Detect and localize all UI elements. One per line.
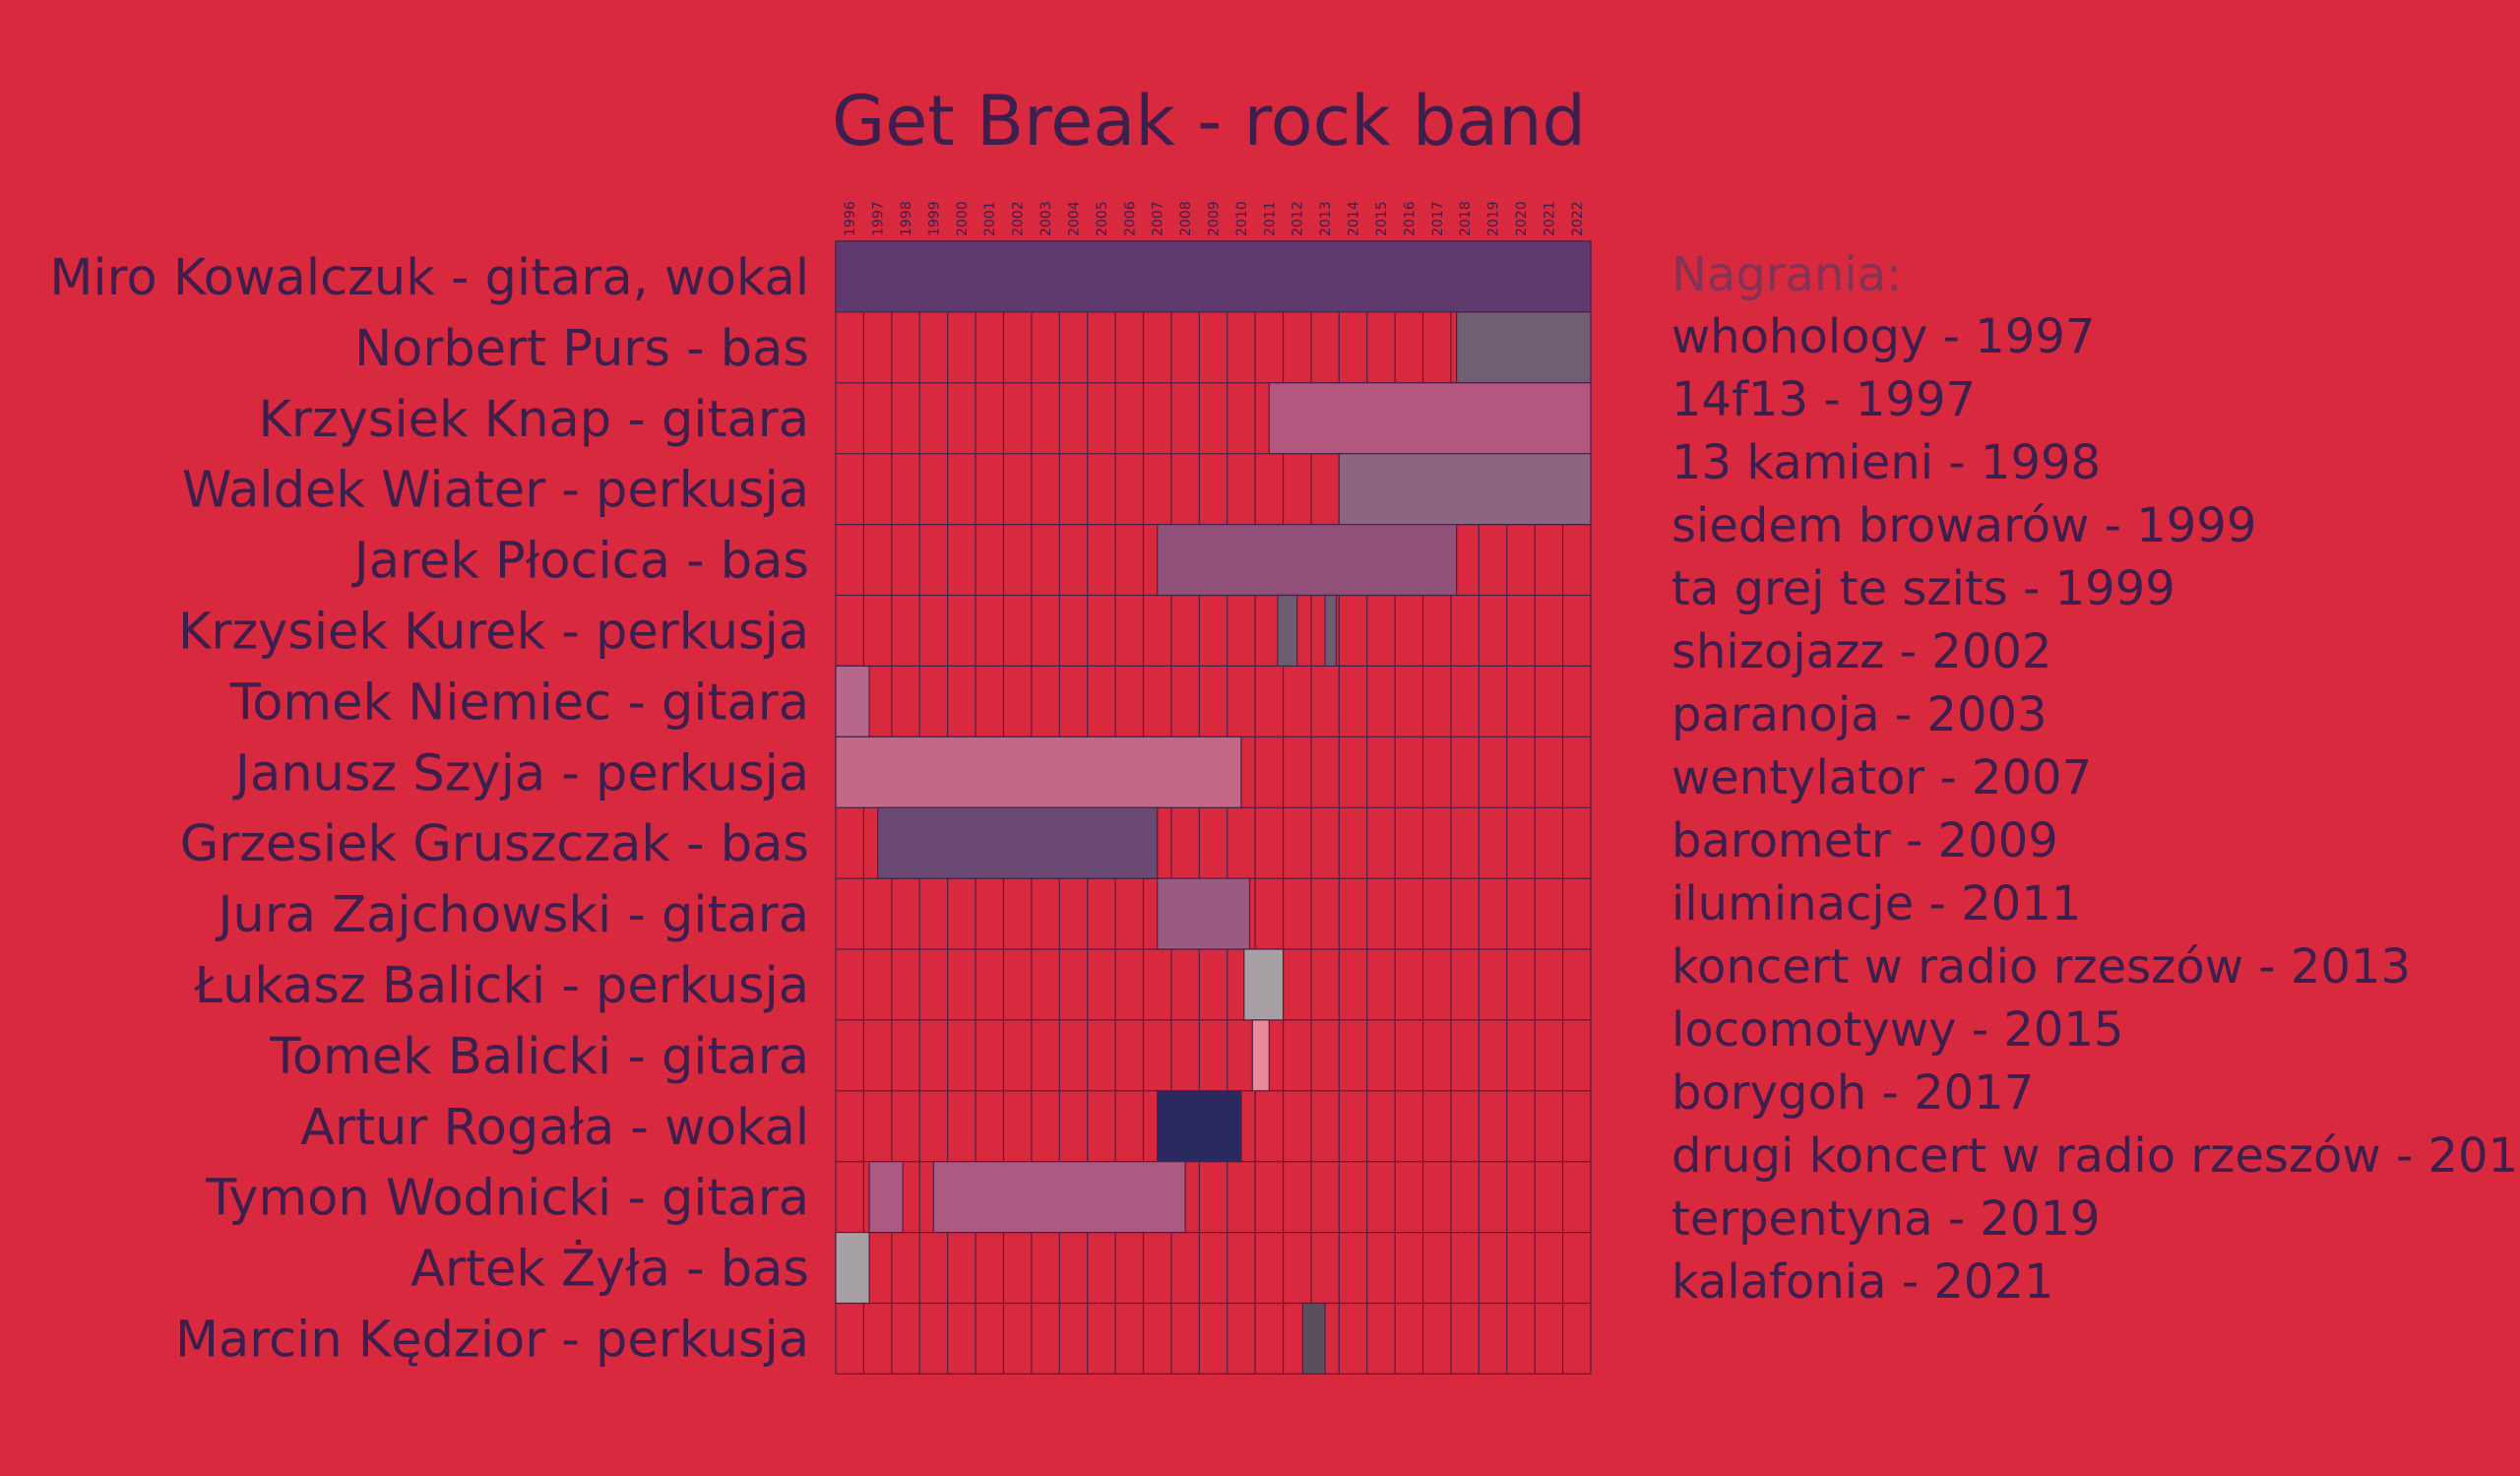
member-label: Marcin Kędzior - perkusja	[175, 1311, 809, 1369]
member-label: Tymon Wodnicki - gitara	[205, 1170, 809, 1228]
recording-item: drugi koncert w radio rzeszów - 2019	[1671, 1128, 2520, 1184]
member-label: Norbert Purs - bas	[354, 320, 809, 378]
year-tick-label: 2007	[1151, 201, 1166, 236]
recording-item: kalafonia - 2021	[1671, 1254, 2054, 1310]
recording-item: paranoja - 2003	[1671, 687, 2048, 742]
member-bar	[1268, 382, 1592, 455]
member-bar	[1157, 1090, 1242, 1163]
member-label: Tomek Niemiec - gitara	[229, 674, 809, 732]
year-tick-label: 2019	[1486, 201, 1502, 236]
member-bar	[1301, 1302, 1326, 1376]
member-label: Tomek Balicki - gitara	[269, 1028, 809, 1086]
member-bar	[877, 806, 1159, 879]
year-tick-label: 2016	[1402, 201, 1418, 236]
recording-item: iluminacje - 2011	[1671, 876, 2082, 931]
year-tick-label: 2000	[955, 201, 971, 236]
recordings-list: Nagrania: whohology - 1997 14f13 - 1997 13…	[1671, 244, 2520, 1314]
recording-item: barometr - 2009	[1671, 813, 2058, 868]
member-bar	[1251, 1019, 1270, 1092]
recording-item: whohology - 1997	[1671, 309, 2096, 364]
recording-item: ta grej te szits - 1999	[1671, 561, 2175, 616]
member-label: Artek Żyła - bas	[410, 1239, 809, 1299]
recording-item: 14f13 - 1997	[1671, 372, 1977, 427]
year-tick-label: 2002	[1011, 201, 1027, 236]
year-tick-label: 2015	[1374, 201, 1390, 236]
year-tick-label: 2014	[1347, 201, 1362, 236]
year-tick-label: 2013	[1318, 201, 1334, 236]
year-tick-label: 2001	[982, 201, 998, 236]
member-bar	[1338, 453, 1592, 526]
recording-item: borygoh - 2017	[1671, 1065, 2035, 1121]
member-label: Krzysiek Kurek - perkusja	[178, 603, 809, 661]
year-tick-label: 2020	[1514, 201, 1530, 236]
recording-item: 13 kamieni - 1998	[1671, 435, 2102, 490]
member-label: Waldek Wiater - perkusja	[182, 462, 809, 520]
member-bar	[932, 1161, 1186, 1234]
member-bar	[835, 665, 870, 738]
member-label: Grzesiek Gruszczak - bas	[180, 815, 809, 873]
year-tick-label: 2004	[1066, 201, 1082, 236]
recording-item: shizojazz - 2002	[1671, 624, 2052, 679]
recordings-items: whohology - 1997 14f13 - 1997 13 kamieni -…	[1671, 305, 2520, 1314]
year-tick-label: 1996	[843, 201, 858, 236]
member-label: Miro Kowalczuk - gitara, wokal	[49, 249, 809, 307]
recording-item: terpentyna - 2019	[1671, 1191, 2101, 1247]
year-tick-label: 2012	[1291, 201, 1306, 236]
member-bar	[835, 736, 1242, 808]
member-bar	[1324, 594, 1338, 668]
recording-item: locomotywy - 2015	[1671, 1002, 2124, 1058]
member-label: Artur Rogała - wokal	[300, 1099, 809, 1157]
year-tick-label: 2010	[1234, 201, 1250, 236]
member-label: Jura Zajchowski - gitara	[215, 886, 809, 944]
chart-title: Get Break - rock band	[831, 81, 1586, 161]
member-bar	[835, 240, 1592, 313]
member-label: Jarek Płocica - bas	[351, 533, 809, 591]
year-tick-label: 2017	[1430, 201, 1446, 236]
recording-item: koncert w radio rzeszów - 2013	[1671, 939, 2411, 995]
year-tick-label: 2006	[1122, 201, 1138, 236]
member-label: Janusz Szyja - perkusja	[232, 744, 809, 802]
member-bar	[1243, 948, 1285, 1021]
year-tick-label: 2003	[1039, 201, 1054, 236]
member-bar	[835, 1231, 870, 1305]
member-bar	[1277, 594, 1298, 668]
member-bar	[1157, 523, 1458, 597]
year-axis: 1996 1997 1998 1999 2000 2001 2002 2003 2004 2005…	[843, 201, 1586, 236]
member-labels: Miro Kowalczuk - gitara, wokal Norbert Pu…	[49, 249, 809, 1369]
bars	[835, 240, 1592, 1376]
year-tick-label: 1998	[899, 201, 914, 236]
year-tick-label: 2011	[1262, 201, 1278, 236]
recordings-heading: Nagrania:	[1671, 247, 1903, 302]
year-tick-label: 1999	[926, 201, 942, 236]
year-tick-label: 2022	[1570, 201, 1586, 236]
year-tick-label: 2008	[1178, 201, 1194, 236]
member-bar	[868, 1161, 904, 1234]
member-bar	[1157, 877, 1251, 950]
year-tick-label: 2018	[1458, 201, 1474, 236]
year-tick-label: 2021	[1542, 201, 1557, 236]
year-tick-label: 2005	[1095, 201, 1110, 236]
member-bar	[1456, 311, 1592, 384]
member-label: Krzysiek Knap - gitara	[259, 391, 809, 449]
recording-item: wentylator - 2007	[1671, 750, 2093, 805]
year-tick-label: 2009	[1207, 201, 1223, 236]
year-tick-label: 1997	[871, 201, 887, 236]
member-label: Łukasz Balicki - perkusja	[193, 957, 809, 1015]
recording-item: siedem browarów - 1999	[1671, 498, 2257, 553]
